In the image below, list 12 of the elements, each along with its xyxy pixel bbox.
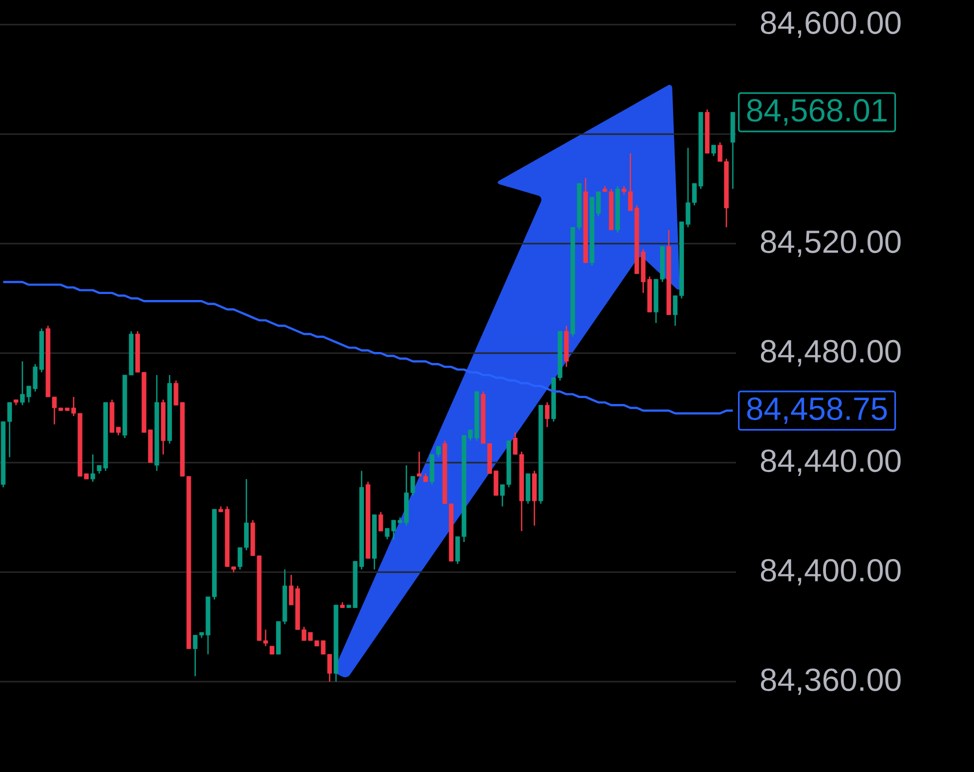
y-tick-label: 84,480.00 xyxy=(760,340,901,366)
y-tick-label: 84,600.00 xyxy=(760,11,901,38)
candlestick xyxy=(90,454,96,482)
text: 84,458.75 xyxy=(747,397,887,424)
y-tick-label: 84,520.00 xyxy=(760,230,901,257)
y-tick-label: 84,400.00 xyxy=(760,558,901,586)
candlestick xyxy=(711,144,716,157)
text: 84,568.01 xyxy=(747,99,887,126)
y-tick-label: 84,360.00 xyxy=(760,668,901,695)
candlestick xyxy=(544,402,550,428)
candlestick xyxy=(378,511,384,532)
y-tick-label: 84,440.00 xyxy=(760,449,901,476)
